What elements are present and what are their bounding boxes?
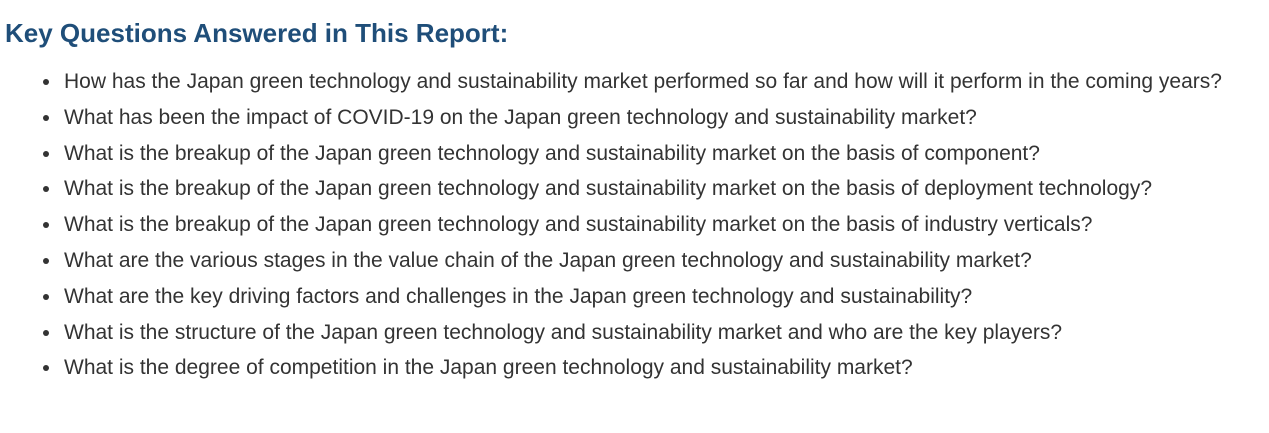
- question-item: What are the key driving factors and cha…: [43, 279, 1260, 315]
- question-item: What is the structure of the Japan green…: [43, 315, 1260, 351]
- question-item: How has the Japan green technology and s…: [43, 64, 1260, 100]
- question-item: What is the breakup of the Japan green t…: [43, 207, 1260, 243]
- question-item: What has been the impact of COVID-19 on …: [43, 100, 1260, 136]
- question-text: What has been the impact of COVID-19 on …: [64, 105, 977, 129]
- bullet-icon: [43, 329, 49, 336]
- question-item: What are the various stages in the value…: [43, 243, 1260, 279]
- question-text: How has the Japan green technology and s…: [64, 70, 1222, 93]
- bullet-icon: [43, 222, 49, 229]
- question-text: What is the breakup of the Japan green t…: [64, 213, 1093, 237]
- question-text: What are the various stages in the value…: [64, 248, 1032, 272]
- question-text: What are the key driving factors and cha…: [64, 284, 973, 308]
- bullet-icon: [43, 365, 49, 372]
- question-item: What is the breakup of the Japan green t…: [43, 136, 1260, 172]
- bullet-icon: [43, 79, 49, 85]
- question-text: What is the breakup of the Japan green t…: [64, 141, 1040, 165]
- question-item: What is the breakup of the Japan green t…: [43, 171, 1260, 207]
- bullet-icon: [43, 150, 49, 157]
- bullet-icon: [43, 114, 49, 121]
- bullet-icon: [43, 293, 49, 300]
- bullet-icon: [43, 186, 49, 193]
- question-text: What is the breakup of the Japan green t…: [64, 177, 1153, 201]
- question-item: What is the degree of competition in the…: [43, 350, 1260, 386]
- section-heading: Key Questions Answered in This Report:: [5, 18, 509, 48]
- question-text: What is the degree of competition in the…: [64, 356, 913, 380]
- questions-list: How has the Japan green technology and s…: [43, 64, 1260, 386]
- question-text: What is the structure of the Japan green…: [64, 320, 1063, 344]
- bullet-icon: [43, 257, 49, 264]
